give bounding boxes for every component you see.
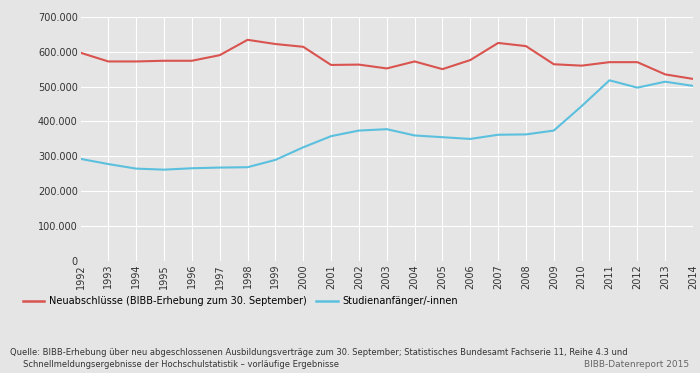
Studienanfänger/-innen bbox=[271, 158, 279, 162]
Studienanfänger/-innen bbox=[466, 137, 475, 141]
Neuabschlüsse (BIBB-Erhebung zum 30. September) bbox=[661, 72, 669, 76]
Neuabschlüsse (BIBB-Erhebung zum 30. September) bbox=[355, 62, 363, 67]
Neuabschlüsse (BIBB-Erhebung zum 30. September) bbox=[160, 59, 168, 63]
Studienanfänger/-innen bbox=[438, 135, 447, 140]
Neuabschlüsse (BIBB-Erhebung zum 30. September) bbox=[550, 62, 558, 66]
Neuabschlüsse (BIBB-Erhebung zum 30. September) bbox=[327, 63, 335, 67]
Studienanfänger/-innen bbox=[633, 85, 641, 90]
Neuabschlüsse (BIBB-Erhebung zum 30. September) bbox=[522, 44, 530, 48]
Studienanfänger/-innen bbox=[494, 132, 503, 137]
Neuabschlüsse (BIBB-Erhebung zum 30. September) bbox=[633, 60, 641, 65]
Studienanfänger/-innen bbox=[550, 128, 558, 133]
Neuabschlüsse (BIBB-Erhebung zum 30. September) bbox=[132, 59, 141, 64]
Studienanfänger/-innen bbox=[160, 167, 168, 172]
Neuabschlüsse (BIBB-Erhebung zum 30. September) bbox=[188, 59, 196, 63]
Studienanfänger/-innen bbox=[522, 132, 530, 137]
Studienanfänger/-innen bbox=[299, 145, 307, 150]
Neuabschlüsse (BIBB-Erhebung zum 30. September) bbox=[271, 42, 279, 46]
Studienanfänger/-innen bbox=[188, 166, 196, 170]
Neuabschlüsse (BIBB-Erhebung zum 30. September) bbox=[494, 41, 503, 45]
Neuabschlüsse (BIBB-Erhebung zum 30. September) bbox=[578, 63, 586, 68]
Neuabschlüsse (BIBB-Erhebung zum 30. September) bbox=[382, 66, 391, 70]
Studienanfänger/-innen bbox=[244, 165, 252, 169]
Neuabschlüsse (BIBB-Erhebung zum 30. September) bbox=[299, 44, 307, 49]
Neuabschlüsse (BIBB-Erhebung zum 30. September) bbox=[216, 53, 224, 57]
Neuabschlüsse (BIBB-Erhebung zum 30. September) bbox=[104, 59, 113, 64]
Studienanfänger/-innen bbox=[327, 134, 335, 138]
Neuabschlüsse (BIBB-Erhebung zum 30. September) bbox=[689, 77, 697, 81]
Text: BIBB-Datenreport 2015: BIBB-Datenreport 2015 bbox=[584, 360, 690, 369]
Studienanfänger/-innen bbox=[382, 127, 391, 131]
Line: Studienanfänger/-innen: Studienanfänger/-innen bbox=[80, 80, 693, 170]
Studienanfänger/-innen bbox=[606, 78, 614, 82]
Neuabschlüsse (BIBB-Erhebung zum 30. September) bbox=[244, 38, 252, 42]
Studienanfänger/-innen bbox=[355, 128, 363, 133]
Neuabschlüsse (BIBB-Erhebung zum 30. September) bbox=[438, 67, 447, 71]
Studienanfänger/-innen bbox=[132, 166, 141, 171]
Studienanfänger/-innen bbox=[661, 79, 669, 84]
Neuabschlüsse (BIBB-Erhebung zum 30. September) bbox=[606, 60, 614, 65]
Studienanfänger/-innen bbox=[216, 165, 224, 170]
Studienanfänger/-innen bbox=[578, 104, 586, 109]
Studienanfänger/-innen bbox=[689, 84, 697, 88]
Studienanfänger/-innen bbox=[410, 133, 419, 138]
Studienanfänger/-innen bbox=[76, 157, 85, 161]
Line: Neuabschlüsse (BIBB-Erhebung zum 30. September): Neuabschlüsse (BIBB-Erhebung zum 30. Sep… bbox=[80, 40, 693, 79]
Neuabschlüsse (BIBB-Erhebung zum 30. September) bbox=[410, 59, 419, 64]
Neuabschlüsse (BIBB-Erhebung zum 30. September) bbox=[76, 50, 85, 55]
Studienanfänger/-innen bbox=[104, 162, 113, 166]
Legend: Neuabschlüsse (BIBB-Erhebung zum 30. September), Studienanfänger/-innen: Neuabschlüsse (BIBB-Erhebung zum 30. Sep… bbox=[19, 292, 462, 310]
Text: Quelle: BIBB-Erhebung über neu abgeschlossenen Ausbildungsverträge zum 30. Septe: Quelle: BIBB-Erhebung über neu abgeschlo… bbox=[10, 348, 628, 369]
Neuabschlüsse (BIBB-Erhebung zum 30. September) bbox=[466, 58, 475, 62]
